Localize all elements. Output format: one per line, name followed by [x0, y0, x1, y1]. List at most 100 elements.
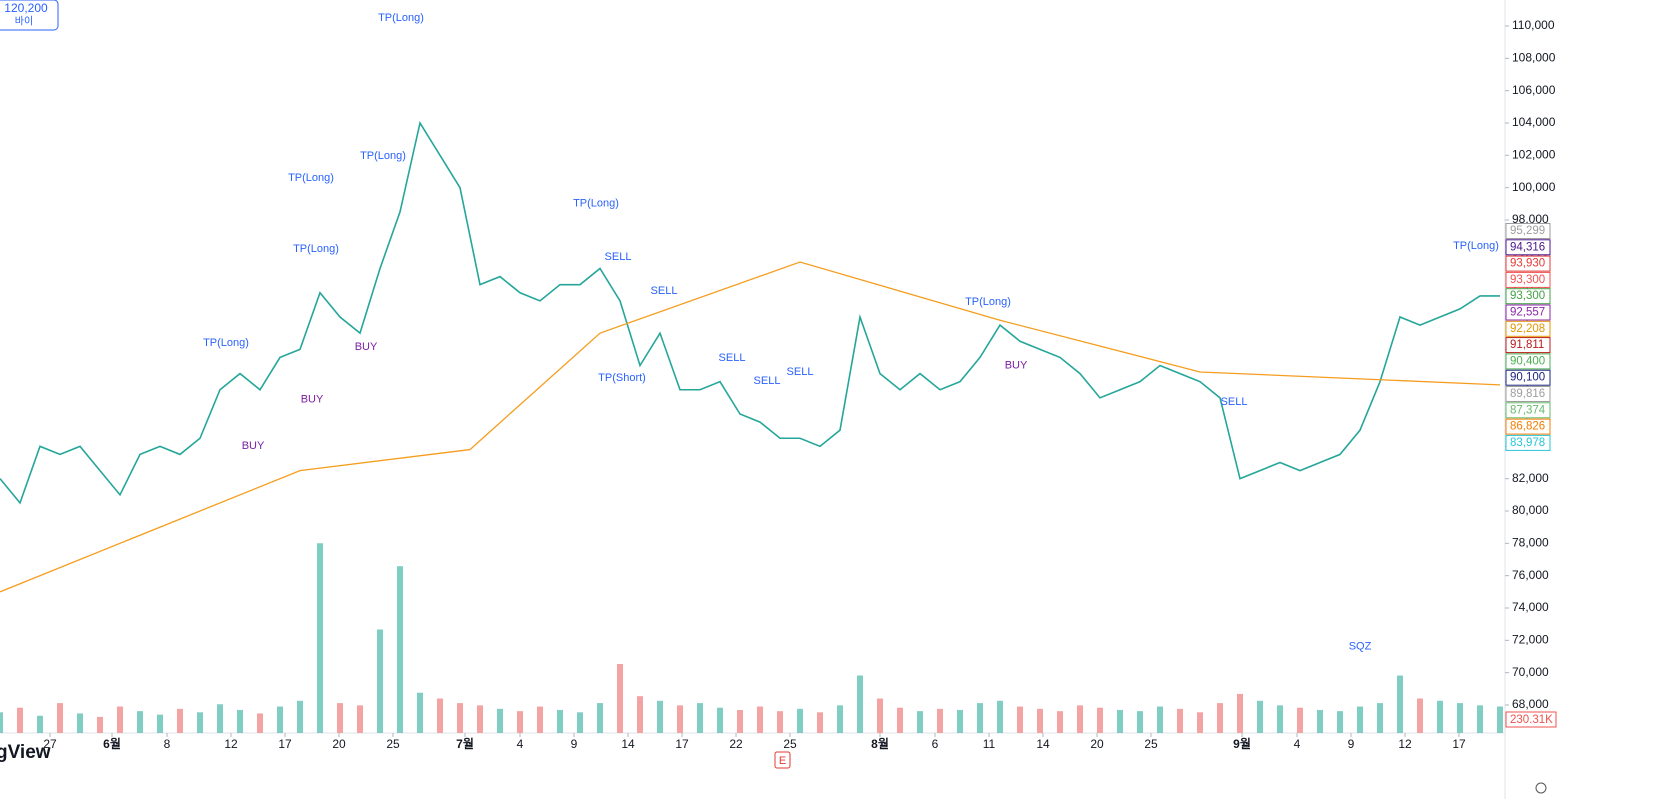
volume-bar: [857, 675, 863, 733]
annotation: SELL: [605, 251, 632, 263]
volume-bar: [717, 707, 723, 733]
volume-bar: [497, 708, 503, 733]
price-badge-box: [1505, 402, 1551, 419]
x-tick-label: 14: [1036, 737, 1050, 751]
volume-bar: [377, 629, 383, 733]
volume-bar: [697, 703, 703, 733]
volume-bar: [197, 712, 203, 733]
volume-bar: [477, 705, 483, 733]
annotation: SELL: [719, 352, 746, 364]
price-badge-box: [1505, 271, 1551, 288]
annotation: TP(Long): [1453, 240, 1499, 252]
corner-badge: 120,200 바이: [0, 0, 59, 31]
price-badge-label: 89,816: [1510, 388, 1545, 400]
price-badge-label: 91,811: [1510, 339, 1544, 351]
price-badge-box: [1505, 288, 1551, 305]
y-tick-label: 74,000: [1512, 600, 1549, 614]
volume-bar: [1157, 706, 1163, 733]
y-tick-label: 76,000: [1512, 568, 1549, 582]
volume-bar: [657, 700, 663, 733]
volume-bar: [1357, 706, 1363, 733]
y-tick-label: 100,000: [1512, 180, 1556, 194]
x-tick-label: 20: [1090, 737, 1104, 751]
x-tick-label: 9: [1348, 737, 1355, 751]
price-badge-label: 93,300: [1510, 290, 1545, 302]
price-badge-label: 90,400: [1510, 355, 1545, 367]
volume-bar: [897, 707, 903, 733]
volume-bar: [917, 711, 923, 733]
price-badge-label: 93,300: [1510, 274, 1545, 286]
volume-bar: [777, 711, 783, 733]
volume-bar: [397, 566, 403, 733]
volume-bar: [117, 706, 123, 733]
price-badge-box: [1505, 353, 1551, 370]
volume-bar: [637, 696, 643, 733]
settings-icon[interactable]: [1535, 782, 1547, 794]
price-line: [0, 261, 1501, 593]
volume-badge-box: [1505, 711, 1557, 728]
x-tick-label: 25: [386, 737, 400, 751]
volume-bar: [877, 698, 883, 733]
volume-bar: [1117, 710, 1123, 733]
volume-bar: [757, 706, 763, 733]
x-tick-label: 25: [783, 737, 797, 751]
annotation: BUY: [1005, 359, 1028, 371]
volume-bar: [1297, 707, 1303, 733]
price-badge-label: 90,100: [1510, 372, 1545, 384]
y-tick-label: 82,000: [1512, 471, 1549, 485]
volume-bar: [957, 710, 963, 733]
x-tick-label: 25: [1144, 737, 1158, 751]
y-tick-label: 78,000: [1512, 536, 1549, 550]
volume-bar: [1397, 675, 1403, 733]
volume-bar: [797, 708, 803, 733]
event-marker-group: E: [774, 751, 791, 769]
x-tick-label: 14: [621, 737, 635, 751]
annotation: SELL: [651, 285, 678, 297]
volume-bar: [137, 711, 143, 733]
volume-bar: [37, 715, 43, 733]
volume-bar: [837, 705, 843, 733]
volume-bar: [1417, 698, 1423, 733]
price-badge-box: [1505, 239, 1551, 256]
x-tick-label: 22: [729, 737, 743, 751]
volume-bar: [1437, 700, 1443, 733]
y-tick-label: 80,000: [1512, 503, 1549, 517]
x-tick-label: 11: [983, 737, 996, 751]
price-badge-label: 94,316: [1510, 241, 1545, 253]
x-tick-label: 7월: [456, 736, 474, 751]
volume-bar: [417, 692, 423, 733]
corner-badge-caption: 바이: [15, 16, 33, 28]
x-tick-label: 12: [224, 737, 238, 751]
annotation: TP(Long): [293, 243, 339, 255]
volume-bar: [157, 714, 163, 733]
watermark: gView: [0, 742, 51, 763]
volume-bar: [1497, 706, 1503, 733]
volume-bar: [237, 710, 243, 733]
annotation: SELL: [1221, 396, 1248, 408]
annotation: SELL: [754, 375, 781, 387]
volume-bar: [1237, 693, 1243, 733]
price-badge-box: [1505, 386, 1551, 402]
price-badge-box: [1505, 337, 1551, 354]
volume-bar: [1057, 711, 1063, 733]
x-tick-label: 27: [43, 737, 57, 751]
volume-bar: [1477, 705, 1483, 733]
volume-bar: [1177, 708, 1183, 733]
annotation: TP(Long): [288, 172, 334, 184]
y-tick-label: 110,000: [1512, 18, 1555, 32]
volume-bar: [577, 712, 583, 733]
volume-bar: [737, 710, 743, 733]
volume-bar: [537, 706, 543, 733]
price-badge-box: [1505, 255, 1551, 272]
volume-bar: [217, 704, 223, 733]
price-badge-box: [1505, 223, 1551, 239]
x-tick-label: 9: [571, 737, 578, 751]
volume-bar: [1457, 703, 1463, 733]
volume-bar: [617, 664, 623, 733]
volume-bar: [97, 716, 103, 733]
volume-bar: [257, 713, 263, 733]
volume-bar: [357, 705, 363, 733]
volume-bar: [1317, 710, 1323, 733]
x-tick-label: 8월: [871, 736, 889, 751]
annotation: TP(Long): [360, 150, 406, 162]
